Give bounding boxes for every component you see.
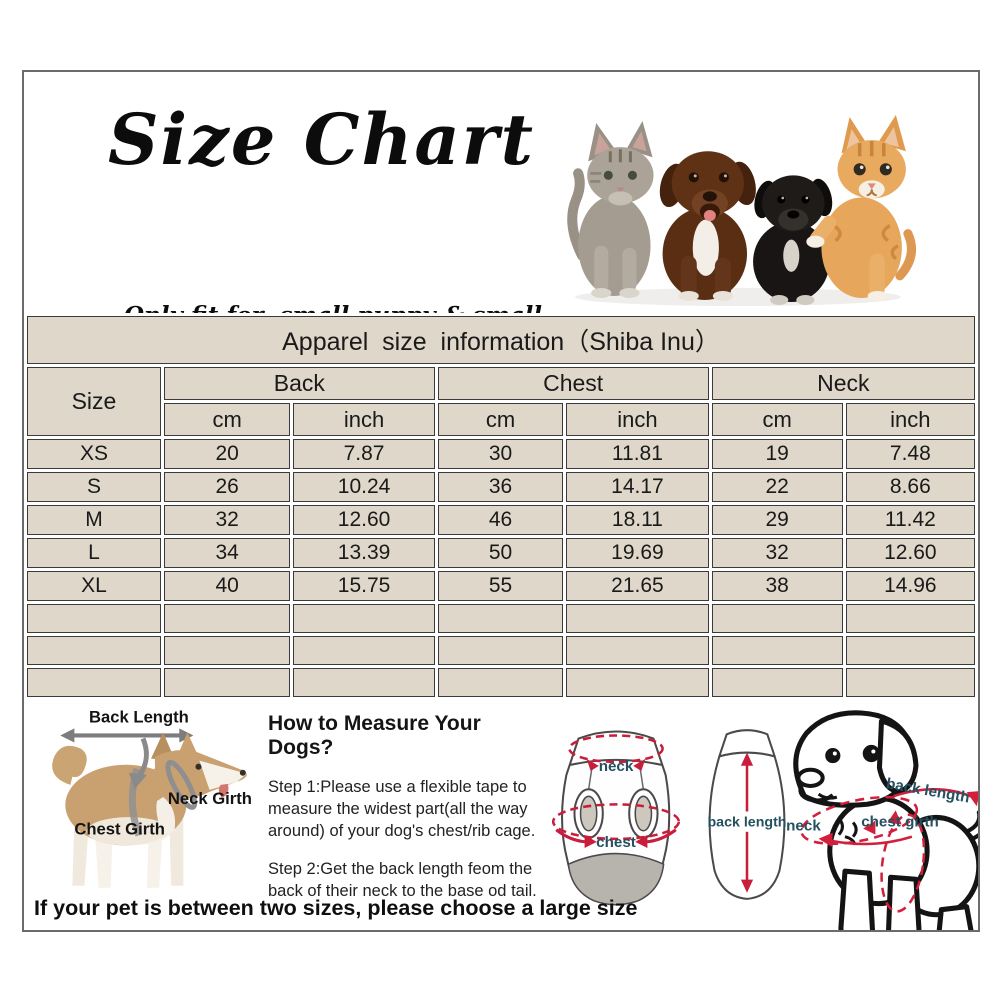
size-cell: XS xyxy=(27,439,161,469)
size-cell: M xyxy=(27,505,161,535)
table-row: XS 20 7.87 30 11.81 19 7.48 xyxy=(27,439,975,469)
value-cell: 11.81 xyxy=(566,439,709,469)
value-cell: 8.66 xyxy=(845,472,975,502)
puppy-chest-girth-label: chest girth xyxy=(861,814,939,831)
brown-puppy-illustration xyxy=(659,151,756,302)
value-cell: 32 xyxy=(163,505,291,535)
value-cell: 21.65 xyxy=(566,571,709,601)
belly-panel xyxy=(567,852,665,906)
value-cell: 38 xyxy=(711,571,843,601)
value-cell: 34 xyxy=(163,538,291,568)
value-cell: 55 xyxy=(437,571,564,601)
unit-header: inch xyxy=(566,403,709,436)
dog-neck-girth-label: Neck Girth xyxy=(168,789,252,808)
size-cell: S xyxy=(27,472,161,502)
column-header-back: Back xyxy=(163,367,435,400)
column-header-neck: Neck xyxy=(711,367,975,400)
black-puppy-illustration xyxy=(753,175,833,306)
value-cell: 18.11 xyxy=(566,505,709,535)
table-row: M 32 12.60 46 18.11 29 11.42 xyxy=(27,505,975,535)
measure-heading: How to Measure Your Dogs? xyxy=(268,712,481,759)
value-cell: 30 xyxy=(437,439,564,469)
table-empty-row xyxy=(27,668,975,697)
value-cell: 40 xyxy=(163,571,291,601)
value-cell: 13.39 xyxy=(293,538,435,568)
garment-neck-label: neck xyxy=(599,758,634,775)
value-cell: 15.75 xyxy=(293,571,435,601)
back-length-arrow-icon xyxy=(60,728,194,743)
value-cell: 14.96 xyxy=(845,571,975,601)
value-cell: 12.60 xyxy=(845,538,975,568)
gray-kitten-illustration xyxy=(567,121,654,298)
value-cell: 36 xyxy=(437,472,564,502)
size-table: Apparel size information（Shiba Inu） Size… xyxy=(24,313,978,700)
size-cell: L xyxy=(27,538,161,568)
value-cell: 26 xyxy=(163,472,291,502)
pets-photo xyxy=(567,115,917,307)
chest-measure-arrow-icon xyxy=(551,803,681,848)
table-group-header-row: Size Back Chest Neck xyxy=(27,367,975,436)
table-row: L 34 13.39 50 19.69 32 12.60 xyxy=(27,538,975,568)
content-frame: Size Chart Only fit for small puppy & sm… xyxy=(22,70,980,932)
puppy-measure-marks xyxy=(800,788,978,913)
value-cell: 32 xyxy=(711,538,843,568)
value-cell: 12.60 xyxy=(293,505,435,535)
table-unit-header-row: cm inch cm inch cm inch xyxy=(27,403,975,436)
value-cell: 10.24 xyxy=(293,472,435,502)
garment-chest-label: chest xyxy=(596,834,636,851)
puppy-neck-label: neck xyxy=(786,818,821,835)
puppy-measure-illustration: neck back length chest girth xyxy=(786,710,978,930)
value-cell: 20 xyxy=(163,439,291,469)
unit-header: inch xyxy=(845,403,975,436)
value-cell: 50 xyxy=(437,538,564,568)
puppy-face-lines xyxy=(798,744,880,846)
size-cell: XL xyxy=(27,571,161,601)
dog-measure-illustration: Back Length xyxy=(52,707,252,888)
page-title: Size Chart xyxy=(108,98,535,181)
value-cell: 7.87 xyxy=(293,439,435,469)
table-caption-row: Apparel size information（Shiba Inu） xyxy=(27,316,975,364)
value-cell: 19.69 xyxy=(566,538,709,568)
measure-instructions: How to Measure Your Dogs? Step 1:Please … xyxy=(268,712,548,903)
unit-header: inch xyxy=(293,403,435,436)
unit-header: cm xyxy=(711,403,843,436)
value-cell: 19 xyxy=(711,439,843,469)
value-cell: 29 xyxy=(711,505,843,535)
footer-note: If your pet is between two sizes, please… xyxy=(34,896,638,920)
table-row: XL 40 15.75 55 21.65 38 14.96 xyxy=(27,571,975,601)
table-empty-row xyxy=(27,636,975,665)
dog-drawing xyxy=(52,732,247,888)
garment-back-length-label: back length xyxy=(707,815,786,831)
unit-header: cm xyxy=(437,403,564,436)
value-cell: 11.42 xyxy=(845,505,975,535)
unit-header: cm xyxy=(163,403,291,436)
column-header-size: Size xyxy=(27,367,161,436)
table-empty-row xyxy=(27,604,975,633)
dog-back-length-label: Back Length xyxy=(89,707,189,726)
value-cell: 22 xyxy=(711,472,843,502)
garment-back-diagram: back length xyxy=(707,729,787,900)
measure-step-2: Step 2:Get the back length feom the back… xyxy=(268,860,537,901)
garment-front-diagram: neck chest xyxy=(551,730,681,906)
dog-chest-girth-label: Chest Girth xyxy=(74,819,165,838)
neck-band-icon xyxy=(165,759,198,810)
value-cell: 7.48 xyxy=(845,439,975,469)
column-header-chest: Chest xyxy=(437,367,709,400)
back-length-measure-arrow-icon xyxy=(740,752,754,893)
table-caption: Apparel size information（Shiba Inu） xyxy=(27,316,975,364)
value-cell: 14.17 xyxy=(566,472,709,502)
table-row: S 26 10.24 36 14.17 22 8.66 xyxy=(27,472,975,502)
measure-step-1: Step 1:Please use a flexible tape to mea… xyxy=(268,778,536,840)
value-cell: 46 xyxy=(437,505,564,535)
orange-kitten-illustration xyxy=(806,115,917,302)
